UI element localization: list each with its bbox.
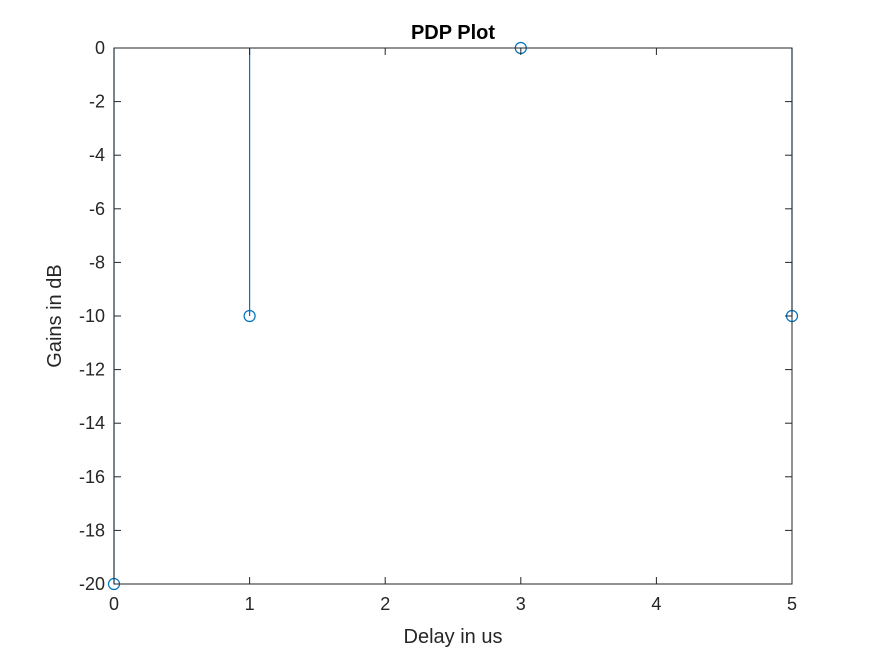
y-tick-label: -8 xyxy=(89,252,105,272)
y-tick-label: -20 xyxy=(79,574,105,594)
x-axis-label: Delay in us xyxy=(404,626,503,648)
plot-area xyxy=(114,48,792,584)
x-axis-ticks: 0 1 2 3 4 5 xyxy=(109,48,797,614)
y-tick-label: -6 xyxy=(89,199,105,219)
y-tick-label: -4 xyxy=(89,145,105,165)
stem-marker xyxy=(243,309,256,323)
y-axis-ticks: 0 -2 -4 -6 -8 -10 -12 -14 -16 -18 -20 xyxy=(79,38,792,594)
x-tick-label: 4 xyxy=(651,594,661,614)
x-tick-label: 1 xyxy=(245,594,255,614)
x-tick-label: 0 xyxy=(109,594,119,614)
y-axis-label: Gains in dB xyxy=(44,264,66,367)
y-tick-label: 0 xyxy=(95,38,105,58)
y-tick-label: -2 xyxy=(89,92,105,112)
x-tick-label: 5 xyxy=(787,594,797,614)
x-tick-label: 3 xyxy=(516,594,526,614)
y-tick-label: -18 xyxy=(79,520,105,540)
y-tick-label: -12 xyxy=(79,360,105,380)
y-tick-label: -16 xyxy=(79,467,105,487)
x-tick-label: 2 xyxy=(380,594,390,614)
chart-title: PDP Plot xyxy=(411,22,495,44)
y-tick-label: -14 xyxy=(79,413,105,433)
y-tick-label: -10 xyxy=(79,306,105,326)
